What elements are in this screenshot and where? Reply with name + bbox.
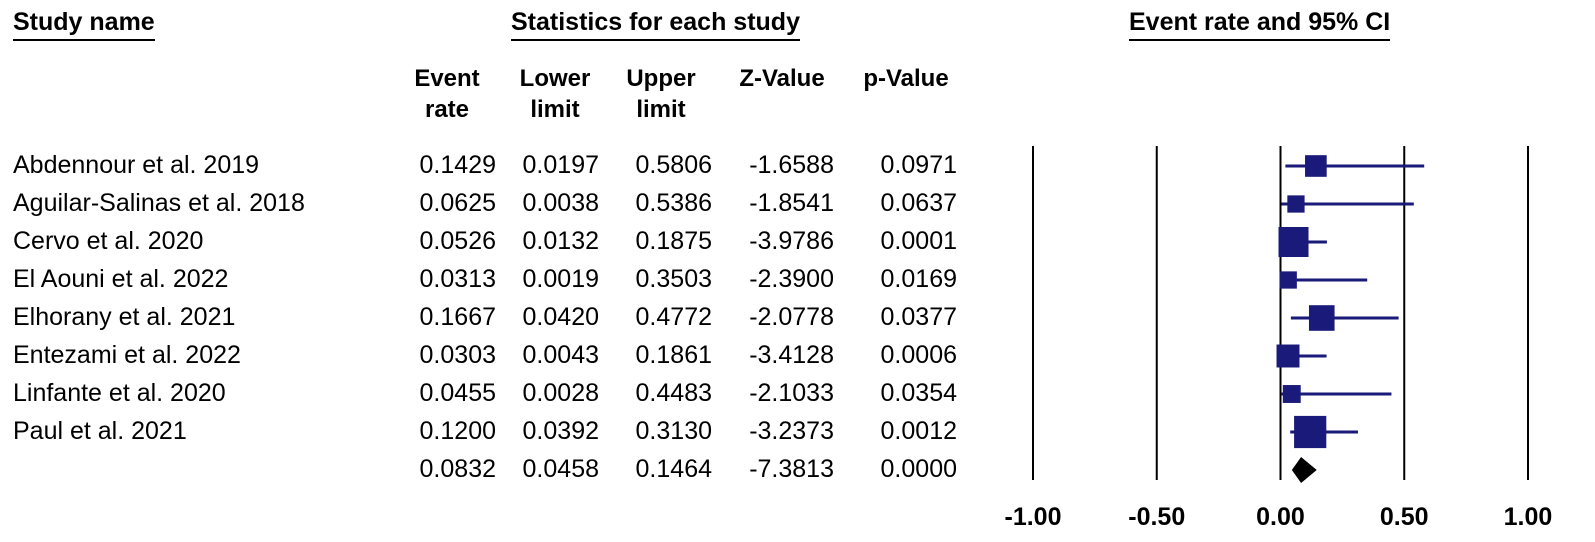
- table-row: 0.0832 0.0458 0.1464 -7.3813 0.0000: [0, 450, 1000, 488]
- x-tick-label: -1.00: [1005, 503, 1062, 531]
- lower-cell: 0.0132: [522, 227, 599, 255]
- col-upper-limit-line2: limit: [636, 96, 686, 123]
- p-cell: 0.0169: [880, 265, 957, 293]
- rate-cell: 0.0526: [419, 227, 496, 255]
- p-cell: 0.0971: [880, 151, 957, 179]
- z-cell: -1.6588: [749, 151, 834, 179]
- p-cell: 0.0637: [880, 189, 957, 217]
- col-lower-limit-line1: Lower: [519, 65, 591, 92]
- study-marker: [1279, 271, 1297, 289]
- study-name-cell: Cervo et al. 2020: [13, 227, 204, 255]
- rate-cell: 0.1429: [419, 151, 496, 179]
- upper-cell: 0.1464: [635, 455, 712, 483]
- col-event-rate-header: Event rate: [392, 63, 502, 125]
- z-cell: -3.4128: [749, 341, 834, 369]
- rate-cell: 0.0625: [419, 189, 496, 217]
- z-cell: -2.1033: [749, 379, 834, 407]
- col-event-rate-line1: Event: [414, 65, 480, 92]
- study-marker: [1294, 415, 1327, 449]
- col-p-value-header: p-Value: [846, 63, 966, 94]
- study-marker: [1287, 195, 1305, 213]
- table-row: Elhorany et al. 2021 0.1667 0.0420 0.4772 -2…: [0, 298, 1000, 336]
- upper-cell: 0.4772: [635, 303, 712, 331]
- table-row: Aguilar-Salinas et al. 2018 0.0625 0.0038 0…: [0, 184, 1000, 222]
- table-row: Cervo et al. 2020 0.0526 0.0132 0.1875 -3.97…: [0, 222, 1000, 260]
- table-row: El Aouni et al. 2022 0.0313 0.0019 0.3503 -2…: [0, 260, 1000, 298]
- study-name-cell: El Aouni et al. 2022: [13, 265, 229, 293]
- upper-cell: 0.1861: [635, 341, 712, 369]
- study-name-cell: Linfante et al. 2020: [13, 379, 226, 407]
- lower-cell: 0.0038: [522, 189, 599, 217]
- plot-header: Event rate and 95% CI: [1129, 8, 1391, 41]
- col-event-rate-line2: rate: [424, 96, 470, 123]
- upper-cell: 0.4483: [635, 379, 712, 407]
- lower-cell: 0.0458: [522, 455, 599, 483]
- col-lower-limit-line2: limit: [530, 96, 580, 123]
- rate-cell: 0.0303: [419, 341, 496, 369]
- z-cell: -7.3813: [749, 455, 834, 483]
- upper-cell: 0.1875: [635, 227, 712, 255]
- upper-cell: 0.3130: [635, 417, 712, 445]
- study-name-cell: Paul et al. 2021: [13, 417, 187, 445]
- rate-cell: 0.0832: [419, 455, 496, 483]
- lower-cell: 0.0392: [522, 417, 599, 445]
- study-marker: [1276, 344, 1300, 368]
- upper-cell: 0.3503: [635, 265, 712, 293]
- x-tick-label: 0.00: [1256, 503, 1305, 531]
- p-cell: 0.0354: [880, 379, 957, 407]
- lower-cell: 0.0043: [522, 341, 599, 369]
- col-upper-limit-line1: Upper: [626, 65, 696, 92]
- p-cell: 0.0377: [880, 303, 957, 331]
- col-z-value-line2: Z-Value: [739, 65, 825, 92]
- col-z-value-header: Z-Value: [722, 63, 842, 94]
- z-cell: -1.8541: [749, 189, 834, 217]
- table-row: Entezami et al. 2022 0.0303 0.0043 0.1861 -3…: [0, 336, 1000, 374]
- study-marker: [1308, 305, 1335, 331]
- p-cell: 0.0001: [880, 227, 957, 255]
- statistics-header: Statistics for each study: [511, 8, 800, 41]
- rate-cell: 0.0455: [419, 379, 496, 407]
- z-cell: -2.0778: [749, 303, 834, 331]
- upper-cell: 0.5806: [635, 151, 712, 179]
- study-marker: [1282, 385, 1301, 403]
- study-name-cell: Entezami et al. 2022: [13, 341, 241, 369]
- x-tick-label: -0.50: [1128, 503, 1185, 531]
- p-cell: 0.0006: [880, 341, 957, 369]
- lower-cell: 0.0028: [522, 379, 599, 407]
- lower-cell: 0.0420: [522, 303, 599, 331]
- col-lower-limit-header: Lower limit: [500, 63, 610, 125]
- summary-diamond: [1291, 457, 1317, 483]
- study-name-cell: Aguilar-Salinas et al. 2018: [13, 189, 305, 217]
- rate-cell: 0.1667: [419, 303, 496, 331]
- x-tick-label: 1.00: [1504, 503, 1553, 531]
- z-cell: -3.2373: [749, 417, 834, 445]
- study-marker: [1278, 227, 1309, 257]
- table-row: Linfante et al. 2020 0.0455 0.0028 0.4483 -2…: [0, 374, 1000, 412]
- col-upper-limit-header: Upper limit: [606, 63, 716, 125]
- x-tick-label: 0.50: [1380, 503, 1429, 531]
- z-cell: -2.3900: [749, 265, 834, 293]
- study-name-header: Study name: [13, 8, 155, 41]
- lower-cell: 0.0197: [522, 151, 599, 179]
- z-cell: -3.9786: [749, 227, 834, 255]
- upper-cell: 0.5386: [635, 189, 712, 217]
- study-name-cell: Elhorany et al. 2021: [13, 303, 236, 331]
- study-marker: [1305, 155, 1327, 177]
- table-row: Abdennour et al. 2019 0.1429 0.0197 0.5806 -…: [0, 146, 1000, 184]
- rate-cell: 0.0313: [419, 265, 496, 293]
- table-row: Paul et al. 2021 0.1200 0.0392 0.3130 -3.237…: [0, 412, 1000, 450]
- col-p-value-line2: p-Value: [863, 65, 949, 92]
- p-cell: 0.0012: [880, 417, 957, 445]
- study-name-cell: Abdennour et al. 2019: [13, 151, 260, 179]
- p-cell: 0.0000: [880, 455, 957, 483]
- lower-cell: 0.0019: [522, 265, 599, 293]
- rate-cell: 0.1200: [419, 417, 496, 445]
